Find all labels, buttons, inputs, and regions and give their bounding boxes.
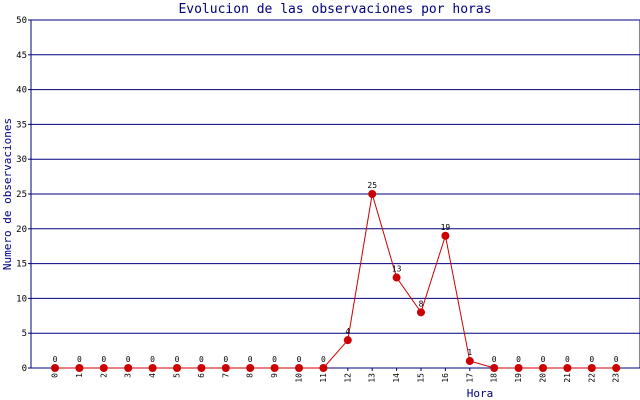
data-label: 0 — [516, 355, 521, 364]
y-tick-label: 15 — [16, 260, 27, 270]
series-line — [55, 193, 617, 369]
data-label: 0 — [321, 355, 326, 364]
x-tick-label: 4 — [148, 373, 157, 378]
data-point — [246, 364, 255, 372]
data-point — [295, 364, 303, 372]
gridlines — [31, 19, 640, 369]
data-label: 0 — [541, 355, 546, 364]
data-point — [563, 364, 572, 372]
y-tick-label: 40 — [16, 86, 27, 96]
y-tick-label: 20 — [16, 225, 27, 235]
x-tick-label: 13 — [368, 373, 377, 383]
x-tick-label: 6 — [197, 373, 206, 378]
data-point — [539, 364, 547, 372]
x-tick-label: 17 — [465, 373, 474, 383]
x-tick-label: 12 — [343, 373, 352, 383]
x-tick-label: 16 — [441, 373, 450, 383]
data-label: 0 — [101, 355, 106, 364]
data-label: 8 — [419, 299, 424, 308]
data-label: 19 — [441, 223, 451, 232]
y-tick-label: 35 — [16, 120, 27, 130]
x-tick-label: 7 — [221, 373, 230, 378]
data-label: 0 — [150, 355, 155, 364]
data-label: 0 — [199, 355, 204, 364]
data-label: 0 — [223, 355, 228, 364]
data-label: 0 — [272, 355, 277, 364]
y-tick-label: 25 — [16, 190, 27, 200]
data-point — [343, 336, 352, 345]
data-label: 0 — [614, 355, 619, 364]
x-axis-ticks: 0 1 2 3 4 5 6 7 8 9 10 11 12 13 14 15 16 17 18 19 20 21 22 23 — [51, 368, 621, 383]
x-tick-label: 14 — [392, 373, 401, 383]
data-label: 0 — [77, 355, 82, 364]
x-tick-label: 21 — [563, 373, 572, 383]
x-tick-label: 18 — [490, 373, 499, 383]
data-point — [368, 190, 377, 198]
data-label: 25 — [367, 181, 377, 190]
data-point — [514, 364, 523, 372]
data-label: 0 — [53, 355, 58, 364]
data-label: 0 — [175, 355, 180, 364]
data-label: 4 — [345, 327, 350, 336]
data-point — [99, 364, 108, 372]
y-axis-label: Numero de observaciones — [1, 118, 14, 270]
x-tick-label: 2 — [99, 373, 108, 378]
data-label: 0 — [126, 355, 131, 364]
data-point — [490, 364, 499, 372]
data-point — [124, 364, 133, 372]
x-tick-label: 20 — [539, 373, 548, 383]
data-label: 0 — [492, 355, 497, 364]
data-point — [417, 308, 425, 317]
chart-title: Evolucion de las observaciones por horas — [178, 2, 491, 17]
x-tick-label: 15 — [417, 373, 426, 383]
y-tick-label: 0 — [22, 364, 27, 374]
x-axis-label: Hora — [467, 387, 494, 400]
y-tick-label: 5 — [22, 329, 27, 339]
x-tick-label: 9 — [270, 373, 279, 378]
x-tick-label: 10 — [295, 373, 304, 383]
data-label: 1 — [467, 348, 472, 357]
data-point — [319, 364, 328, 372]
x-tick-label: 22 — [587, 373, 596, 383]
y-tick-label: 45 — [16, 51, 27, 61]
data-point — [587, 364, 596, 372]
y-tick-label: 50 — [16, 16, 27, 26]
data-point — [465, 357, 474, 366]
data-point — [197, 364, 206, 372]
data-label: 0 — [248, 355, 253, 364]
data-point — [51, 364, 59, 372]
data-labels: 0 0 0 0 0 0 0 0 0 0 0 0 4 25 13 8 19 1 0 0 0 0 0 0 — [53, 181, 619, 364]
x-tick-label: 19 — [514, 373, 523, 383]
data-label: 0 — [565, 355, 570, 364]
data-point — [441, 231, 450, 240]
x-tick-label: 5 — [173, 373, 182, 378]
series-group — [51, 190, 621, 372]
x-tick-label: 8 — [246, 373, 255, 378]
x-tick-label: 3 — [124, 373, 133, 378]
y-tick-label: 30 — [16, 155, 27, 165]
x-tick-label: 0 — [51, 373, 60, 378]
data-label: 0 — [589, 355, 594, 364]
y-tick-label: 10 — [16, 294, 27, 304]
y-axis-ticks: 0 5 10 15 20 25 30 35 40 45 50 — [16, 16, 31, 374]
data-point — [75, 364, 84, 372]
data-point — [392, 273, 401, 282]
x-tick-label: 23 — [612, 373, 621, 383]
data-point — [221, 364, 230, 372]
x-tick-label: 1 — [75, 373, 84, 378]
data-point — [270, 364, 279, 372]
data-point — [148, 364, 157, 372]
x-tick-label: 11 — [319, 373, 328, 383]
data-point — [612, 364, 621, 372]
data-point — [173, 364, 181, 372]
data-label: 13 — [392, 265, 402, 274]
data-label: 0 — [297, 355, 302, 364]
